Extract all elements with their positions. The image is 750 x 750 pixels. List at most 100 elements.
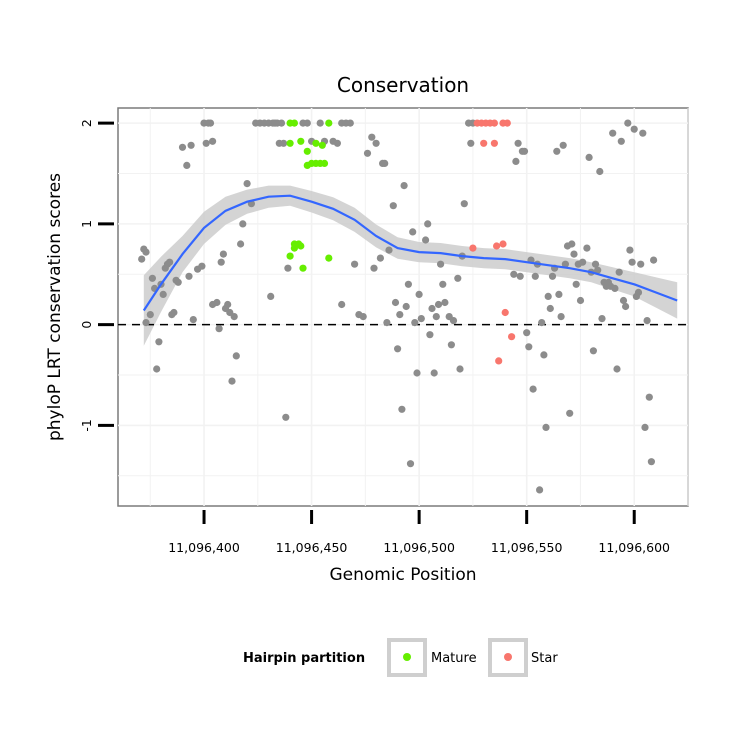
point-other: [510, 270, 518, 278]
point-mature: [325, 254, 333, 262]
point-other: [389, 202, 397, 210]
point-other: [237, 240, 245, 248]
point-other: [447, 341, 455, 349]
point-other: [396, 311, 404, 319]
point-other: [159, 290, 167, 298]
x-tick-label: 11,096,400: [168, 540, 240, 555]
point-other: [598, 315, 606, 323]
point-other: [213, 298, 221, 307]
point-other: [579, 258, 587, 266]
legend: Hairpin partition Mature Star: [243, 638, 558, 677]
point-other: [277, 119, 286, 127]
legend-dot-star: [504, 653, 512, 661]
smooth-trend-line: [142, 194, 678, 312]
point-other: [624, 119, 632, 127]
point-other: [449, 317, 458, 325]
point-other: [561, 260, 570, 268]
point-other: [542, 423, 550, 431]
point-other: [559, 141, 567, 149]
point-other: [529, 385, 537, 393]
point-other: [146, 311, 154, 319]
point-other: [514, 139, 522, 147]
point-other: [576, 296, 585, 305]
point-other: [359, 313, 367, 321]
y-tick-label: 1: [79, 220, 94, 228]
point-other: [525, 343, 533, 351]
point-mature: [299, 264, 307, 272]
point-other: [424, 220, 432, 228]
point-mature: [290, 244, 298, 252]
point-other: [516, 272, 524, 280]
point-other: [538, 319, 546, 327]
point-other: [174, 278, 182, 286]
point-other: [404, 280, 412, 288]
point-other: [138, 255, 146, 263]
point-other: [437, 260, 445, 268]
point-mature: [297, 242, 305, 250]
point-other: [239, 220, 247, 228]
point-other: [422, 236, 430, 244]
point-other: [615, 268, 623, 276]
legend-label-mature: Mature: [431, 651, 477, 666]
x-tick-label: 11,096,600: [598, 540, 670, 555]
point-other: [570, 250, 578, 258]
point-other: [417, 315, 425, 323]
point-star: [469, 244, 477, 252]
point-other: [568, 240, 576, 248]
point-other: [224, 300, 232, 309]
point-other: [398, 405, 406, 413]
point-other: [628, 258, 636, 266]
point-other: [434, 300, 443, 309]
point-mature: [286, 252, 294, 260]
point-other: [370, 264, 378, 272]
point-star: [480, 139, 488, 147]
point-other: [467, 139, 475, 147]
legend-key-star: [488, 638, 528, 677]
point-other: [385, 246, 393, 254]
y-tick-label: -1: [79, 419, 94, 431]
point-other: [198, 262, 206, 270]
x-axis: 11,096,400 11,096,450 11,096,500 11,096,550…: [168, 510, 670, 555]
point-other: [548, 272, 557, 280]
point-mature: [303, 161, 311, 169]
point-other: [630, 125, 638, 133]
point-other: [391, 298, 400, 307]
point-star: [490, 139, 498, 147]
x-tick-label: 11,096,450: [276, 540, 348, 555]
point-mature: [325, 119, 333, 127]
point-other: [415, 290, 423, 298]
smooth-confidence-ribbon: [143, 185, 678, 346]
point-star: [503, 119, 511, 127]
point-other: [619, 296, 628, 305]
point-other: [413, 369, 421, 377]
grid-lines: [118, 108, 689, 506]
point-star: [499, 240, 507, 248]
point-other: [303, 119, 311, 127]
point-other: [232, 352, 240, 360]
point-other: [512, 157, 520, 165]
point-other: [376, 254, 384, 262]
point-other: [346, 119, 354, 127]
point-other: [209, 137, 217, 145]
point-star: [501, 308, 509, 317]
point-other: [402, 302, 410, 311]
point-mature: [312, 139, 320, 147]
point-mature: [320, 159, 329, 167]
point-other: [641, 423, 649, 431]
point-star: [495, 357, 503, 365]
point-other: [409, 228, 417, 236]
y-tick-label: 2: [79, 119, 94, 127]
point-other: [523, 329, 531, 337]
point-other: [428, 304, 436, 313]
point-other: [166, 258, 174, 266]
point-other: [626, 246, 634, 254]
point-other: [613, 365, 621, 373]
x-tick-label: 11,096,500: [383, 540, 455, 555]
point-other: [441, 298, 449, 307]
point-other: [650, 256, 658, 264]
point-other: [611, 284, 619, 292]
point-other: [406, 460, 415, 468]
point-other: [546, 304, 554, 313]
point-other: [316, 119, 324, 127]
